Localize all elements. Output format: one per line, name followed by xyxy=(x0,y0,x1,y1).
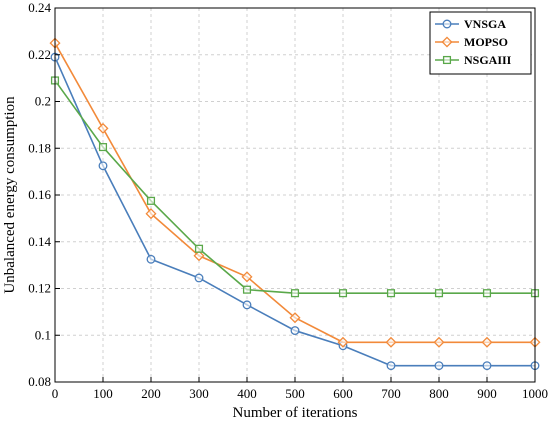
mopso-point xyxy=(337,336,349,348)
y-tick-label: 0.22 xyxy=(28,47,51,62)
legend-item-vnsga: VNSGA xyxy=(435,17,506,31)
x-tick-label: 700 xyxy=(381,386,401,401)
legend: VNSGA MOPSO NSGAIII xyxy=(429,11,532,75)
series-nsgaiii xyxy=(50,76,540,298)
vnsga-point xyxy=(194,273,204,283)
nsgaiii-point xyxy=(146,196,156,205)
x-tick-label: 100 xyxy=(93,386,113,401)
nsgaiii-point xyxy=(194,244,204,253)
mopso-point xyxy=(481,336,493,348)
axis-ticks: 0 100 200 300 400 500 600 700 800 900 1000 0.08 0.1 0… xyxy=(28,0,548,401)
mopso-point xyxy=(241,271,253,283)
legend-swatch-marker xyxy=(441,36,453,48)
legend-item-mopso: MOPSO xyxy=(435,35,508,49)
x-tick-label: 900 xyxy=(477,386,497,401)
y-tick-label: 0.16 xyxy=(28,187,51,202)
vnsga-point xyxy=(98,161,108,171)
mopso-point xyxy=(433,336,445,348)
y-tick-label: 0.24 xyxy=(28,0,51,15)
nsgaiii-point xyxy=(482,289,492,298)
vnsga-point xyxy=(482,361,492,371)
mopso-point xyxy=(193,250,205,262)
legend-label: NSGAIII xyxy=(464,53,512,67)
y-tick-label: 0.12 xyxy=(28,281,51,296)
x-tick-label: 600 xyxy=(333,386,353,401)
y-tick-label: 0.08 xyxy=(28,374,51,389)
legend-label: MOPSO xyxy=(464,35,508,49)
y-axis-label: Unbalanced energy consumption xyxy=(2,96,18,294)
legend-swatch-marker xyxy=(442,55,452,65)
legend-label: VNSGA xyxy=(464,17,506,31)
vnsga-point xyxy=(242,300,252,310)
legend-swatch-marker xyxy=(442,19,452,29)
nsgaiii-point xyxy=(338,289,348,298)
x-tick-label: 800 xyxy=(429,386,449,401)
x-axis-label: Number of iterations xyxy=(233,405,358,421)
x-tick-label: 500 xyxy=(285,386,305,401)
x-tick-label: 1000 xyxy=(522,386,548,401)
x-tick-label: 400 xyxy=(237,386,257,401)
mopso-point xyxy=(289,312,301,324)
series-mopso xyxy=(49,37,541,348)
vnsga-point xyxy=(290,326,300,336)
mopso-point xyxy=(145,208,157,220)
vnsga-point xyxy=(146,254,156,264)
x-tick-label: 0 xyxy=(52,386,59,401)
x-tick-label: 300 xyxy=(189,386,209,401)
nsgaiii-point xyxy=(434,289,444,298)
nsgaiii-point xyxy=(98,143,108,152)
y-tick-label: 0.2 xyxy=(35,94,51,109)
x-tick-label: 200 xyxy=(141,386,161,401)
legend-item-nsgaiii: NSGAIII xyxy=(435,53,512,67)
nsgaiii-point xyxy=(290,289,300,298)
mopso-point xyxy=(97,122,109,134)
y-tick-label: 0.1 xyxy=(35,327,51,342)
y-tick-label: 0.18 xyxy=(28,140,51,155)
nsgaiii-point xyxy=(242,285,252,294)
nsgaiii-point xyxy=(386,289,396,298)
vnsga-point xyxy=(386,361,396,371)
y-tick-label: 0.14 xyxy=(28,234,51,249)
mopso-point xyxy=(385,336,397,348)
vnsga-point xyxy=(434,361,444,371)
